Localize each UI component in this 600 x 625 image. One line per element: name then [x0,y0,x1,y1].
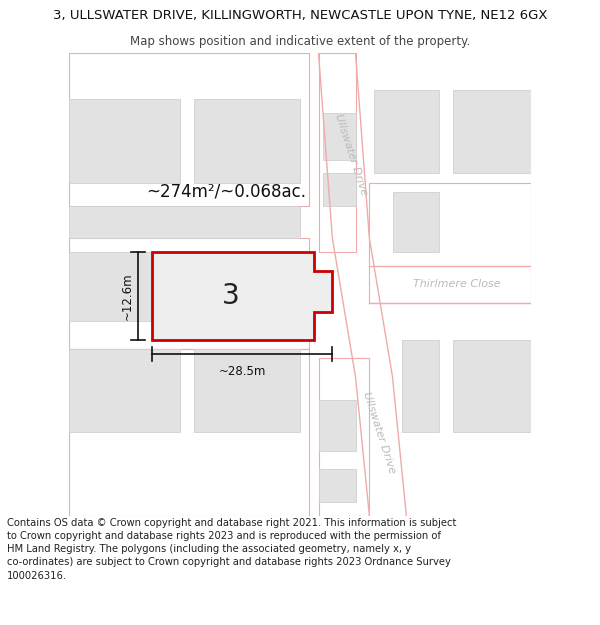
Polygon shape [323,173,355,206]
Polygon shape [319,469,355,502]
Polygon shape [69,349,180,432]
Polygon shape [402,340,439,432]
Text: 3: 3 [222,282,239,310]
Text: 3, ULLSWATER DRIVE, KILLINGWORTH, NEWCASTLE UPON TYNE, NE12 6GX: 3, ULLSWATER DRIVE, KILLINGWORTH, NEWCAS… [53,9,547,22]
Polygon shape [452,90,531,173]
Text: ~28.5m: ~28.5m [218,365,266,378]
Polygon shape [194,349,300,432]
Polygon shape [392,192,439,252]
Polygon shape [323,113,355,159]
Polygon shape [319,400,355,451]
Polygon shape [194,252,300,321]
Polygon shape [152,252,332,340]
Text: Ullswater Drive: Ullswater Drive [333,112,369,197]
Text: Contains OS data © Crown copyright and database right 2021. This information is : Contains OS data © Crown copyright and d… [7,518,457,581]
Text: Thirlmere Close: Thirlmere Close [413,279,501,289]
Text: ~12.6m: ~12.6m [121,272,133,320]
Polygon shape [194,99,300,182]
Polygon shape [69,206,300,238]
Polygon shape [452,340,531,432]
Text: Ullswater Drive: Ullswater Drive [361,390,397,474]
Polygon shape [374,90,439,173]
Text: Map shows position and indicative extent of the property.: Map shows position and indicative extent… [130,35,470,48]
Polygon shape [69,99,180,182]
Polygon shape [69,252,180,321]
Text: ~274m²/~0.068ac.: ~274m²/~0.068ac. [146,183,306,201]
Polygon shape [319,53,406,516]
